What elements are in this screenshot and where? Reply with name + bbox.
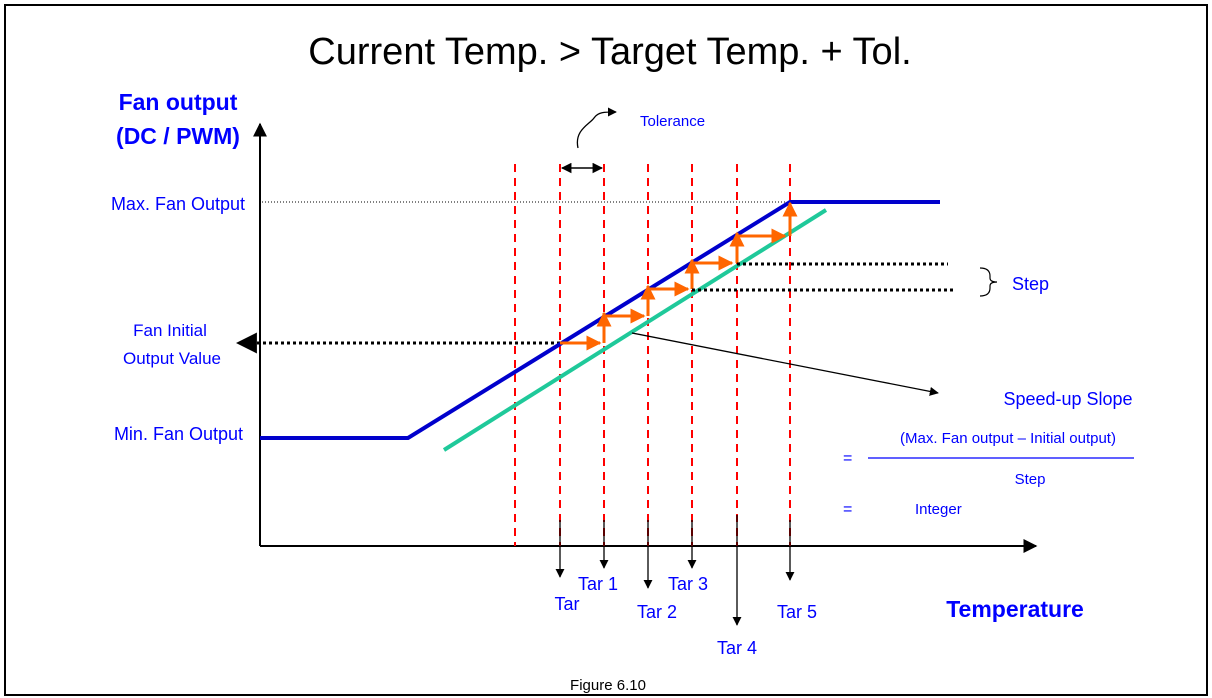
target-label-tar: Tar [554, 594, 579, 614]
tolerance-pointer-arrow [576, 107, 617, 149]
formula-equals-2: = [843, 501, 852, 518]
fan-step-staircase [560, 201, 798, 351]
diagram-title: Current Temp. > Target Temp. + Tol. [308, 31, 911, 73]
fan-output-curve [260, 200, 940, 440]
y-axis-label-line2: (DC / PWM) [116, 123, 240, 149]
tolerance-label: Tolerance [640, 113, 705, 130]
step-label: Step [1012, 274, 1049, 294]
slope-pointer-arrow [631, 332, 939, 396]
target-arrows [555, 515, 795, 626]
formula-numerator: (Max. Fan output – Initial output) [900, 430, 1116, 447]
target-label-tar2: Tar 2 [637, 602, 677, 622]
formula-denominator: Step [1015, 471, 1046, 488]
formula-title: Speed-up Slope [1003, 389, 1132, 409]
initial-output-label-line2: Output Value [123, 349, 221, 368]
figure-caption: Figure 6.10 [570, 677, 646, 694]
step-reference-line [442, 208, 828, 452]
target-label-tar1: Tar 1 [578, 574, 618, 594]
x-axis-label: Temperature [946, 596, 1084, 622]
step-brace [979, 267, 998, 297]
y-axis-label-line1: Fan output [119, 89, 238, 115]
target-guide-lines [514, 164, 791, 546]
target-label-tar4: Tar 4 [717, 638, 757, 658]
initial-output-label-line1: Fan Initial [133, 321, 207, 340]
formula-result: Integer [915, 501, 962, 518]
target-label-tar5: Tar 5 [777, 602, 817, 622]
min-output-label: Min. Fan Output [114, 424, 243, 444]
target-label-tar3: Tar 3 [668, 574, 708, 594]
max-output-label: Max. Fan Output [111, 194, 245, 214]
formula-equals-1: = [843, 450, 852, 467]
